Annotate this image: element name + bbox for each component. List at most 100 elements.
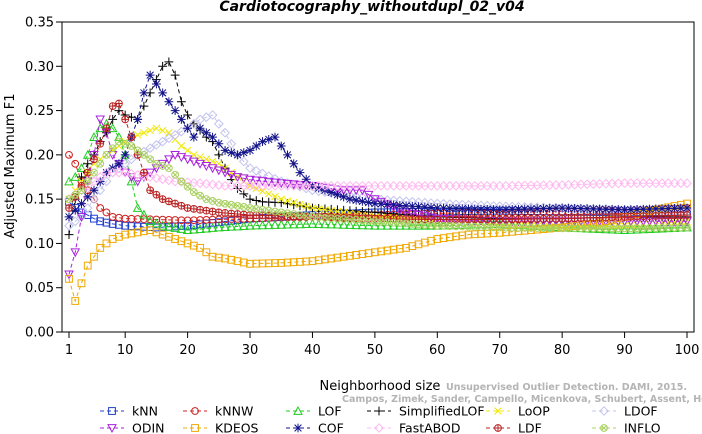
point-COF	[314, 183, 324, 193]
point-INFLO	[339, 215, 348, 223]
legend-item-SimplifiedLOF: SimplifiedLOF	[367, 404, 485, 419]
point-SimplifiedLOF	[176, 97, 186, 107]
point-LoOP	[208, 157, 217, 166]
point-ODIN	[332, 185, 343, 195]
point-COF	[395, 200, 405, 210]
point-INFLO	[71, 190, 80, 199]
point-KDEOS	[214, 253, 223, 262]
point-LoOP	[190, 151, 198, 159]
point-LOF	[282, 219, 293, 229]
point-COF	[545, 203, 555, 213]
point-INFLO	[576, 224, 585, 233]
point-ODIN	[213, 166, 224, 176]
point-LoOP	[108, 146, 117, 155]
point-INFLO	[601, 224, 610, 233]
point-LOF	[601, 224, 611, 234]
point-SimplifiedLOF	[158, 61, 168, 71]
point-LOF	[444, 220, 455, 230]
point-LDF	[127, 133, 136, 142]
point-LoOP	[308, 204, 317, 212]
point-LOF	[613, 224, 624, 234]
point-KDEOS	[377, 247, 386, 256]
point-COF	[295, 168, 305, 177]
point-ODIN	[132, 177, 143, 187]
point-LDF	[183, 204, 192, 212]
x-tick-label: 50	[367, 343, 384, 358]
point-INFLO	[408, 220, 417, 228]
legend-label: INFLO	[624, 421, 661, 434]
point-ODIN	[413, 211, 424, 220]
point-LDOF	[270, 173, 280, 184]
point-kNN	[96, 217, 105, 226]
point-COF	[145, 70, 155, 80]
point-SimplifiedLOF	[77, 172, 86, 182]
point-KDEOS	[327, 254, 336, 263]
point-ODIN	[251, 176, 262, 186]
point-COF	[651, 204, 661, 214]
point-kNNW	[65, 150, 73, 159]
point-INFLO	[414, 220, 423, 229]
point-kNN	[189, 221, 198, 229]
point-ODIN	[257, 177, 268, 187]
point-kNNW	[189, 216, 198, 225]
point-ODIN	[95, 115, 106, 125]
point-INFLO	[658, 223, 666, 232]
point-LDF	[202, 206, 211, 215]
point-LOF	[295, 219, 305, 229]
point-LOF	[201, 223, 212, 233]
point-INFLO	[495, 223, 504, 232]
point-FastABOD	[207, 179, 218, 190]
y-tick-label: 0.20	[25, 148, 54, 163]
point-INFLO	[620, 224, 629, 233]
point-KDEOS	[208, 252, 217, 261]
point-LDF	[77, 181, 86, 190]
point-LDF	[227, 209, 236, 218]
point-LDF	[152, 190, 161, 199]
x-axis-label: Neighborhood size	[320, 379, 441, 394]
point-COF	[645, 204, 654, 214]
point-INFLO	[164, 164, 173, 173]
point-LOF	[126, 176, 137, 186]
point-LOF	[607, 224, 617, 234]
point-LDOF	[157, 136, 168, 147]
point-FastABOD	[195, 178, 205, 189]
point-INFLO	[508, 223, 517, 232]
point-LoOP	[289, 198, 298, 207]
legend-marker	[494, 407, 502, 415]
legend-label: KDEOS	[215, 421, 259, 434]
point-INFLO	[645, 224, 654, 232]
point-SimplifiedLOF	[64, 230, 74, 239]
point-KDEOS	[140, 227, 148, 236]
point-INFLO	[364, 216, 373, 225]
point-KDEOS	[452, 232, 460, 241]
x-tick-label: 70	[491, 343, 508, 358]
point-ODIN	[70, 248, 81, 258]
legend-label: LDOF	[624, 404, 658, 419]
point-INFLO	[489, 223, 498, 232]
legend-marker	[108, 407, 116, 415]
plot-frame	[61, 21, 695, 333]
legend-marker	[599, 406, 609, 416]
point-INFLO	[520, 223, 529, 232]
point-COF	[557, 203, 567, 213]
point-COF	[570, 203, 580, 213]
point-INFLO	[452, 222, 460, 231]
point-ODIN	[432, 214, 443, 224]
point-COF	[89, 185, 99, 195]
point-LoOP	[296, 200, 304, 209]
point-LOF	[170, 222, 180, 232]
point-INFLO	[96, 159, 105, 168]
point-FastABOD	[157, 174, 168, 185]
point-kNN	[90, 214, 98, 223]
point-KDEOS	[408, 242, 417, 250]
point-FastABOD	[213, 180, 224, 191]
point-COF	[264, 134, 274, 144]
legend-label: LOF	[318, 404, 342, 419]
point-INFLO	[464, 222, 473, 231]
point-INFLO	[352, 216, 361, 224]
point-COF	[208, 132, 217, 142]
point-KDEOS	[445, 233, 454, 242]
point-COF	[114, 159, 124, 169]
x-tick-label: 1	[65, 343, 73, 358]
point-COF	[489, 205, 498, 214]
